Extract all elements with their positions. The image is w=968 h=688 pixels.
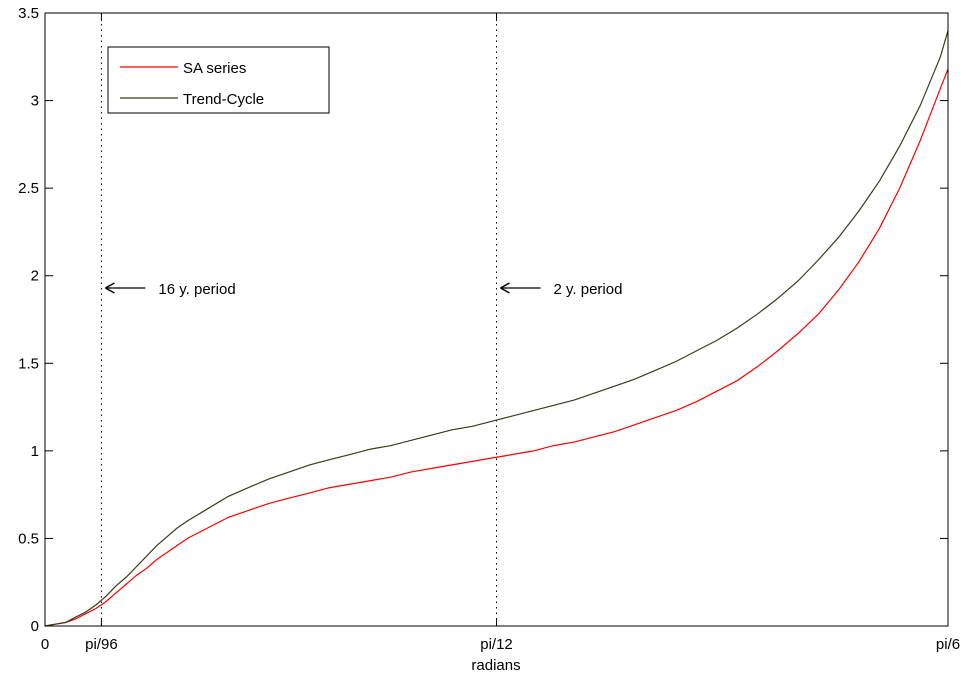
x-axis-label: radians: [471, 657, 520, 674]
x-tick-label: 0: [41, 636, 49, 653]
annotation-label-2: 2 y. period: [554, 281, 623, 298]
series-lines: [44, 30, 949, 627]
arrowhead-2: [500, 282, 510, 294]
x-axis: 0 pi/96 pi/12 pi/6: [41, 13, 960, 653]
plot-area: [45, 13, 948, 626]
y-tick-label: 0.5: [18, 530, 39, 547]
legend-box: [107, 46, 330, 114]
arrowhead-1: [105, 282, 115, 294]
x-tick-label: pi/6: [936, 636, 960, 653]
series-line-2: [44, 30, 949, 627]
legend: SA series Trend-Cycle: [107, 46, 330, 114]
legend-label-1: SA series: [183, 60, 246, 77]
y-tick-label: 1: [31, 443, 39, 460]
y-tick-label: 2: [31, 268, 39, 285]
y-tick-label: 1.5: [18, 355, 39, 372]
y-tick-label: 3: [31, 93, 39, 110]
y-axis: 0 0.5 1 1.5 2 2.5 3 3.5: [18, 5, 948, 635]
y-tick-label: 3.5: [18, 5, 39, 22]
y-tick-label: 0: [31, 618, 39, 635]
x-tick-label: pi/96: [85, 636, 118, 653]
y-tick-label: 2.5: [18, 180, 39, 197]
series-line-1: [44, 68, 949, 627]
x-tick-label: pi/12: [480, 636, 513, 653]
annotation-label-1: 16 y. period: [158, 281, 235, 298]
annotations: 16 y. period 2 y. period: [105, 281, 622, 298]
legend-label-2: Trend-Cycle: [183, 91, 264, 108]
